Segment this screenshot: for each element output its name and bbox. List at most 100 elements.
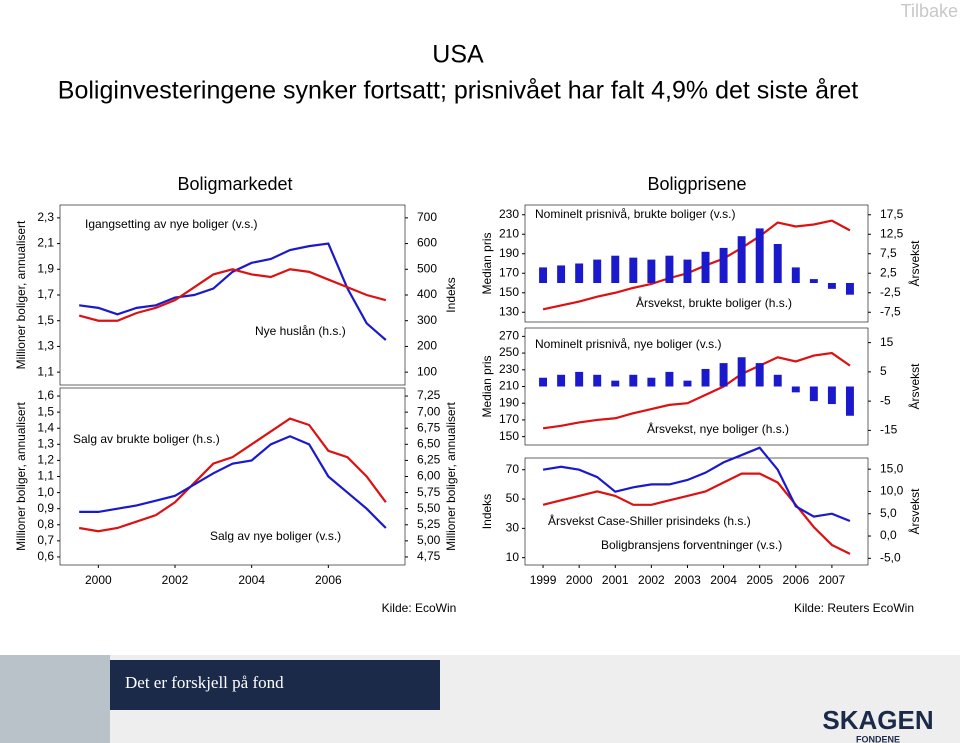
bar — [791, 386, 800, 393]
logo-sub: FONDENE — [856, 734, 900, 743]
y-tick-label: 1,0 — [37, 485, 54, 499]
y2-tick-label: 5 — [880, 364, 887, 378]
y2-tick-label: 5,00 — [417, 533, 441, 547]
bar — [773, 374, 782, 387]
y-tick-label: 150 — [499, 429, 519, 443]
y2-axis-title: Millioner boliger, annualisert — [444, 401, 458, 550]
x-tick-label: 2002 — [638, 573, 665, 587]
y-axis-title: Indeks — [480, 494, 494, 529]
y2-axis-title: Årsvekst — [907, 363, 922, 410]
y2-tick-label: 5,25 — [417, 517, 441, 531]
y2-tick-label: -2,5 — [880, 285, 901, 299]
y2-tick-label: 0,0 — [880, 528, 897, 542]
line — [542, 351, 851, 430]
bar — [755, 228, 764, 283]
bar — [665, 371, 674, 387]
y2-tick-label: 6,50 — [417, 436, 441, 450]
y2-tick-label: 700 — [417, 210, 437, 224]
y-tick-label: 1,5 — [37, 313, 54, 327]
y-tick-label: 130 — [499, 304, 519, 318]
series-label: Årsvekst Case-Shiller prisindeks (h.s.) — [548, 513, 751, 528]
y-tick-label: 1,3 — [37, 339, 54, 353]
y-tick-label: 190 — [499, 246, 519, 260]
y-tick-label: 2,3 — [37, 210, 54, 224]
y-tick-label: 1,1 — [37, 364, 54, 378]
y2-tick-label: 200 — [417, 339, 437, 353]
plot-frame — [59, 204, 406, 386]
y2-tick-label: -5 — [880, 393, 891, 407]
bar — [647, 377, 656, 387]
chart-title: Boligprisene — [647, 174, 746, 194]
bar — [557, 374, 566, 387]
line — [78, 417, 387, 533]
y2-tick-label: 2,5 — [880, 265, 897, 279]
plot-frame — [524, 204, 869, 323]
x-tick-label: 2004 — [710, 573, 737, 587]
y-tick-label: 250 — [499, 345, 519, 359]
y2-tick-label: -15 — [880, 423, 898, 437]
y2-tick-label: 500 — [417, 261, 437, 275]
bar — [827, 283, 836, 289]
y-tick-label: 170 — [499, 412, 519, 426]
x-tick-label: 2000 — [566, 573, 593, 587]
y2-axis-title: Indeks — [444, 277, 458, 312]
y-tick-label: 1,7 — [37, 287, 54, 301]
y-tick-label: 0,6 — [37, 549, 54, 563]
bar — [539, 377, 548, 387]
y2-tick-label: 7,00 — [417, 404, 441, 418]
bar — [683, 259, 692, 283]
plot-frame — [524, 457, 869, 566]
x-tick-label: 1999 — [530, 573, 557, 587]
line — [542, 446, 851, 523]
y2-tick-label: 600 — [417, 236, 437, 250]
y-tick-label: 190 — [499, 395, 519, 409]
y-tick-label: 2,1 — [37, 236, 54, 250]
y-tick-label: 1,1 — [37, 469, 54, 483]
y-axis-title: Millioner boliger, annualisert — [14, 401, 28, 550]
bar — [611, 255, 620, 283]
bar — [665, 255, 674, 283]
series-label: Salg av nye boliger (v.s.) — [210, 529, 341, 543]
bar — [629, 374, 638, 387]
x-tick-label: 2004 — [238, 573, 265, 587]
slide-subtitle: Boliginvesteringene synker fortsatt; pri… — [58, 77, 858, 105]
y-tick-label: 70 — [506, 462, 520, 476]
bar — [539, 267, 548, 283]
y-tick-label: 0,8 — [37, 517, 54, 531]
y2-tick-label: 15 — [880, 335, 894, 349]
y-tick-label: 10 — [506, 550, 520, 564]
y2-tick-label: 4,75 — [417, 549, 441, 563]
y-tick-label: 0,7 — [37, 533, 54, 547]
y-tick-label: 210 — [499, 379, 519, 393]
y2-axis-title: Årsvekst — [907, 240, 922, 287]
y-tick-label: 1,2 — [37, 453, 54, 467]
y-tick-label: 230 — [499, 362, 519, 376]
y-tick-label: 230 — [499, 207, 519, 221]
bar — [701, 368, 710, 387]
y-tick-label: 1,3 — [37, 436, 54, 450]
bar — [719, 247, 728, 283]
y2-tick-label: -5,0 — [880, 550, 901, 564]
bar — [809, 279, 818, 283]
bar — [683, 380, 692, 387]
bar — [791, 267, 800, 283]
slide-title: USA — [432, 41, 484, 69]
y-tick-label: 1,4 — [37, 420, 54, 434]
y-tick-label: 1,9 — [37, 261, 54, 275]
y2-tick-label: 6,00 — [417, 469, 441, 483]
series-label: Igangsetting av nye boliger (v.s.) — [85, 217, 258, 231]
x-tick-label: 2002 — [162, 573, 189, 587]
bar — [647, 259, 656, 283]
y-tick-label: 170 — [499, 265, 519, 279]
y2-tick-label: 6,25 — [417, 453, 441, 467]
series-label: Årsvekst, brukte boliger (h.s.) — [636, 295, 792, 310]
x-tick-label: 2003 — [674, 573, 701, 587]
back-button[interactable]: Tilbake — [901, 1, 958, 21]
y-tick-label: 1,5 — [37, 404, 54, 418]
logo: SKAGEN — [822, 705, 933, 735]
bar — [701, 251, 710, 283]
line — [79, 242, 387, 341]
source: Kilde: Reuters EcoWin — [794, 601, 914, 615]
y2-tick-label: 17,5 — [880, 207, 904, 221]
